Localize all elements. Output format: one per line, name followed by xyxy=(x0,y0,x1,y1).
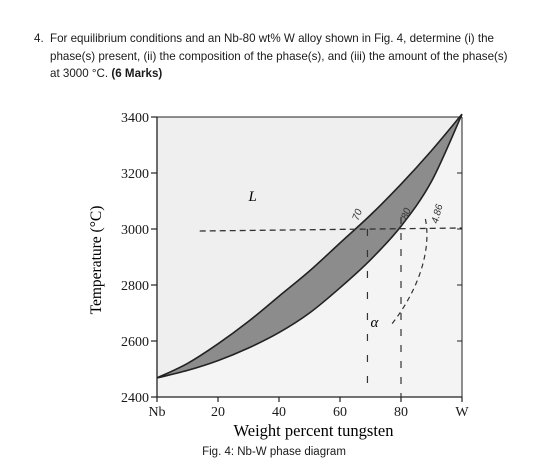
solidus-curve xyxy=(156,113,463,379)
question-number: 4. xyxy=(34,32,44,45)
x-axis-label: Weight percent tungsten xyxy=(234,421,394,440)
y-axis-label: Temperature (°C) xyxy=(88,206,105,315)
question-marks: (6 Marks) xyxy=(111,67,163,80)
liquid-region xyxy=(157,114,462,378)
region-label-alpha: α xyxy=(371,315,380,331)
handwritten-note: 70 xyxy=(351,207,365,222)
y-tick-label: 3200 xyxy=(121,167,149,182)
question-text: For equilibrium conditions and an Nb-80 … xyxy=(50,32,508,80)
handwritten-note: 4.86 xyxy=(430,203,446,225)
figure-caption: Fig. 4: Nb-W phase diagram xyxy=(202,446,346,458)
y-tick-label: 3000 xyxy=(121,223,149,238)
y-tick-label: 2800 xyxy=(121,279,149,294)
handwritten-note: 80 xyxy=(400,206,414,221)
x-tick-label: 40 xyxy=(272,405,286,420)
x-tick-label: 60 xyxy=(333,405,347,420)
question-text-block: For equilibrium conditions and an Nb-80 … xyxy=(50,30,519,83)
x-tick-label: W xyxy=(455,405,469,420)
handwritten-dashed-curve xyxy=(391,218,428,325)
y-tick-label: 2400 xyxy=(121,391,149,406)
tie-line-3000 xyxy=(199,227,463,232)
y-tick-label: 3400 xyxy=(121,111,149,126)
liquidus-curve xyxy=(156,113,463,379)
y-tick-label: 2600 xyxy=(121,335,149,350)
x-tick-label: 80 xyxy=(394,405,408,420)
region-label-liquid: L xyxy=(248,189,257,205)
x-tick-label: Nb xyxy=(148,405,165,420)
x-tick-label: 20 xyxy=(211,405,225,420)
question: 4. For equilibrium conditions and an Nb-… xyxy=(34,30,519,83)
